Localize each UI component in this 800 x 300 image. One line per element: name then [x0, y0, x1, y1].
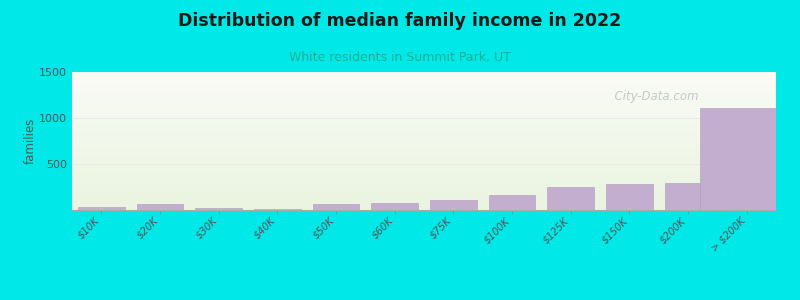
- Bar: [195, 208, 242, 210]
- Bar: [254, 209, 301, 210]
- Bar: [313, 204, 359, 210]
- Bar: [489, 195, 535, 210]
- Bar: [665, 183, 711, 210]
- Text: White residents in Summit Park, UT: White residents in Summit Park, UT: [289, 51, 511, 64]
- Bar: [78, 207, 125, 210]
- Bar: [137, 204, 183, 210]
- Bar: [547, 187, 594, 210]
- Text: Distribution of median family income in 2022: Distribution of median family income in …: [178, 12, 622, 30]
- Bar: [430, 200, 477, 210]
- Bar: [371, 202, 418, 210]
- Bar: [606, 184, 653, 210]
- Bar: [700, 108, 794, 210]
- Text: City-Data.com: City-Data.com: [607, 90, 698, 103]
- Y-axis label: families: families: [23, 118, 36, 164]
